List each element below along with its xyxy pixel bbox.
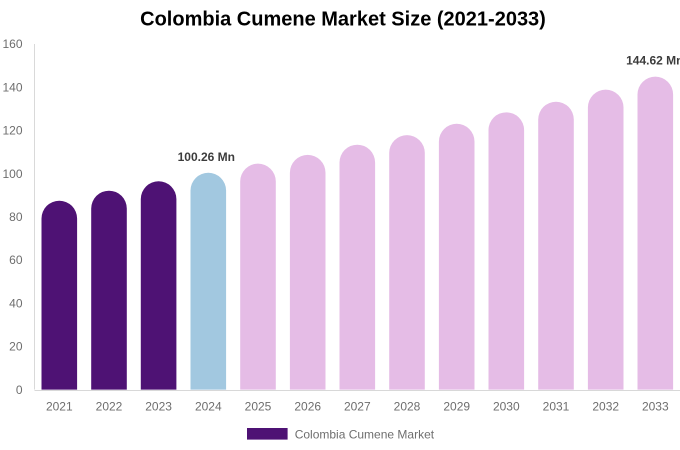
svg-text:140: 140 bbox=[2, 80, 22, 94]
svg-text:2024: 2024 bbox=[195, 400, 222, 414]
svg-text:60: 60 bbox=[9, 253, 23, 267]
svg-text:100.26 Mn: 100.26 Mn bbox=[178, 150, 235, 164]
svg-text:2032: 2032 bbox=[592, 400, 619, 414]
svg-text:2028: 2028 bbox=[394, 400, 421, 414]
svg-text:40: 40 bbox=[9, 296, 23, 310]
svg-text:2023: 2023 bbox=[145, 400, 172, 414]
svg-text:2030: 2030 bbox=[493, 400, 520, 414]
svg-text:2025: 2025 bbox=[245, 400, 272, 414]
svg-text:120: 120 bbox=[2, 124, 22, 138]
svg-text:20: 20 bbox=[9, 340, 23, 354]
svg-text:2033: 2033 bbox=[642, 400, 669, 414]
svg-text:100: 100 bbox=[2, 167, 22, 181]
svg-text:Colombia Cumene Market Size (2: Colombia Cumene Market Size (2021-2033) bbox=[140, 9, 546, 31]
svg-text:2021: 2021 bbox=[46, 400, 73, 414]
svg-text:Colombia Cumene Market: Colombia Cumene Market bbox=[295, 427, 435, 441]
svg-text:2031: 2031 bbox=[543, 400, 570, 414]
svg-text:144.62 Mn: 144.62 Mn bbox=[626, 54, 680, 68]
svg-text:2022: 2022 bbox=[96, 400, 123, 414]
svg-text:2027: 2027 bbox=[344, 400, 371, 414]
svg-text:2026: 2026 bbox=[294, 400, 321, 414]
svg-text:160: 160 bbox=[2, 37, 22, 51]
svg-text:80: 80 bbox=[9, 210, 23, 224]
svg-text:2029: 2029 bbox=[443, 400, 470, 414]
svg-text:0: 0 bbox=[16, 383, 23, 397]
